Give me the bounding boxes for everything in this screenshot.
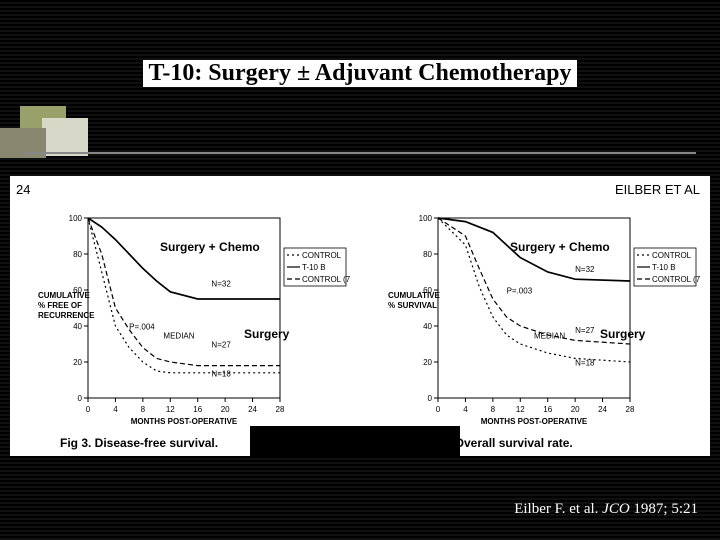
svg-text:N=32: N=32 bbox=[211, 279, 231, 288]
svg-text:N=27: N=27 bbox=[575, 326, 595, 335]
svg-text:8: 8 bbox=[491, 405, 496, 414]
svg-text:20: 20 bbox=[571, 405, 580, 414]
svg-text:N=18: N=18 bbox=[211, 369, 231, 378]
svg-text:16: 16 bbox=[543, 405, 552, 414]
left-top-label: Surgery + Chemo bbox=[160, 240, 260, 254]
svg-text:N=27: N=27 bbox=[211, 341, 231, 350]
svg-text:0: 0 bbox=[428, 394, 433, 403]
left-bottom-label: Surgery bbox=[244, 327, 289, 341]
svg-text:8: 8 bbox=[141, 405, 146, 414]
svg-text:T-10 B: T-10 B bbox=[652, 263, 676, 272]
right-chart: 0204060801000481216202428CUMULATIVE% SUR… bbox=[380, 206, 700, 426]
figure-panel: 24 EILBER ET AL 020406080100048121620242… bbox=[10, 176, 710, 456]
svg-text:20: 20 bbox=[221, 405, 230, 414]
svg-text:% FREE OF: % FREE OF bbox=[38, 301, 82, 310]
right-bottom-label: Surgery bbox=[600, 327, 645, 341]
svg-text:CUMULATIVE: CUMULATIVE bbox=[38, 291, 91, 300]
citation: Eilber F. et al. JCO 1987; 5:21 bbox=[514, 501, 698, 518]
slide-title: T-10: Surgery ± Adjuvant Chemotherapy bbox=[143, 60, 578, 87]
page-number: 24 bbox=[16, 182, 30, 197]
svg-text:% SURVIVAL: % SURVIVAL bbox=[388, 301, 437, 310]
svg-text:P=.003: P=.003 bbox=[507, 287, 533, 296]
svg-text:100: 100 bbox=[419, 214, 433, 223]
svg-text:N=32: N=32 bbox=[575, 265, 595, 274]
svg-text:CONTROL: CONTROL bbox=[302, 251, 342, 260]
title-separator bbox=[24, 152, 696, 154]
citation-rest: 1987; 5:21 bbox=[630, 501, 698, 517]
svg-text:100: 100 bbox=[69, 214, 83, 223]
svg-text:T-10 B: T-10 B bbox=[302, 263, 326, 272]
svg-text:CONTROL: CONTROL bbox=[652, 251, 692, 260]
svg-text:N=18: N=18 bbox=[575, 359, 595, 368]
svg-text:16: 16 bbox=[193, 405, 202, 414]
svg-text:24: 24 bbox=[598, 405, 607, 414]
svg-text:0: 0 bbox=[436, 405, 441, 414]
left-chart: 0204060801000481216202428CUMULATIVE% FRE… bbox=[30, 206, 350, 426]
svg-text:80: 80 bbox=[423, 250, 432, 259]
svg-text:20: 20 bbox=[73, 358, 82, 367]
svg-text:40: 40 bbox=[73, 322, 82, 331]
svg-text:4: 4 bbox=[463, 405, 468, 414]
svg-text:MONTHS POST-OPERATIVE: MONTHS POST-OPERATIVE bbox=[131, 417, 238, 426]
svg-text:0: 0 bbox=[86, 405, 91, 414]
svg-text:MONTHS POST-OPERATIVE: MONTHS POST-OPERATIVE bbox=[481, 417, 588, 426]
svg-text:RECURRENCE: RECURRENCE bbox=[38, 311, 95, 320]
svg-text:24: 24 bbox=[248, 405, 257, 414]
svg-text:80: 80 bbox=[73, 250, 82, 259]
svg-text:40: 40 bbox=[423, 322, 432, 331]
right-top-label: Surgery + Chemo bbox=[510, 240, 610, 254]
author-tag: EILBER ET AL bbox=[615, 182, 700, 197]
svg-text:CONTROL (74-81): CONTROL (74-81) bbox=[652, 275, 700, 284]
svg-text:28: 28 bbox=[626, 405, 635, 414]
citation-author: Eilber F. et al. bbox=[514, 501, 602, 517]
svg-text:12: 12 bbox=[516, 405, 525, 414]
svg-text:28: 28 bbox=[276, 405, 285, 414]
corner-decoration bbox=[0, 100, 120, 160]
svg-text:MEDIAN: MEDIAN bbox=[163, 332, 194, 341]
svg-text:4: 4 bbox=[113, 405, 118, 414]
citation-journal: JCO bbox=[602, 501, 630, 517]
svg-text:12: 12 bbox=[166, 405, 175, 414]
svg-text:P=.004: P=.004 bbox=[129, 323, 155, 332]
left-caption: Fig 3. Disease-free survival. bbox=[60, 436, 218, 450]
title-area: T-10: Surgery ± Adjuvant Chemotherapy bbox=[0, 60, 720, 87]
center-black-strip bbox=[250, 426, 460, 456]
svg-text:MEDIAN: MEDIAN bbox=[534, 332, 565, 341]
svg-text:20: 20 bbox=[423, 358, 432, 367]
svg-text:CONTROL (74-81): CONTROL (74-81) bbox=[302, 275, 350, 284]
svg-text:CUMULATIVE: CUMULATIVE bbox=[388, 291, 441, 300]
svg-text:0: 0 bbox=[78, 394, 83, 403]
